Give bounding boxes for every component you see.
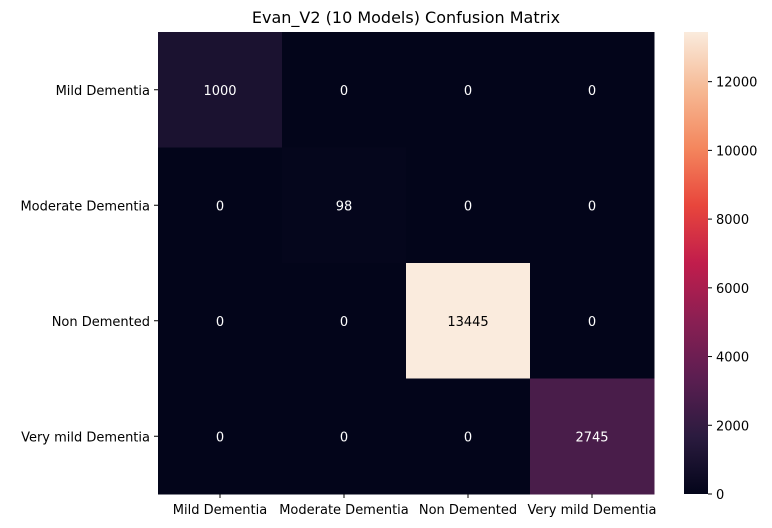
heatmap-cell bbox=[158, 32, 283, 148]
cell-value-label: 1000 bbox=[203, 84, 236, 99]
heatmap-cell bbox=[282, 32, 407, 148]
x-tick-label: Moderate Dementia bbox=[279, 503, 409, 518]
colorbar-tick-label: 2000 bbox=[716, 419, 749, 434]
heatmap-cells bbox=[158, 32, 655, 495]
cell-value-label: 0 bbox=[340, 84, 348, 99]
colorbar bbox=[684, 32, 708, 494]
x-axis-ticks: Mild Dementia Moderate Dementia Non Dement… bbox=[173, 494, 657, 518]
heatmap-cell bbox=[158, 263, 283, 379]
y-tick-label: Mild Dementia bbox=[56, 84, 150, 99]
y-axis-ticks: Mild Dementia Moderate Dementia Non Dement… bbox=[20, 84, 158, 445]
cell-value-label: 98 bbox=[336, 199, 353, 214]
cell-value-label: 0 bbox=[340, 430, 348, 445]
cell-value-label: 0 bbox=[340, 315, 348, 330]
heatmap-cell bbox=[530, 147, 655, 264]
chart-title: Evan_V2 (10 Models) Confusion Matrix bbox=[252, 8, 560, 28]
colorbar-tick-label: 0 bbox=[716, 488, 724, 503]
x-tick-label: Non Demented bbox=[419, 503, 517, 518]
cell-value-label: 0 bbox=[588, 84, 596, 99]
heatmap-cell bbox=[406, 32, 531, 148]
cell-value-label: 2745 bbox=[575, 430, 608, 445]
cell-value-label: 0 bbox=[464, 84, 472, 99]
cell-value-label: 0 bbox=[216, 199, 224, 214]
cell-value-label: 0 bbox=[588, 199, 596, 214]
colorbar-tick-label: 6000 bbox=[716, 282, 749, 297]
cell-value-label: 0 bbox=[588, 315, 596, 330]
y-tick-label: Moderate Dementia bbox=[20, 199, 150, 214]
y-tick-label: Very mild Dementia bbox=[21, 430, 150, 445]
heatmap-cell-labels: 1000 0 0 0 0 98 0 0 0 0 13445 0 0 0 0 2745 bbox=[203, 84, 608, 446]
cell-value-label: 0 bbox=[216, 315, 224, 330]
heatmap-cell bbox=[158, 378, 283, 495]
colorbar-tick-label: 4000 bbox=[716, 351, 749, 366]
x-tick-label: Very mild Dementia bbox=[528, 503, 657, 518]
heatmap-cell bbox=[406, 147, 531, 264]
heatmap-cell bbox=[282, 263, 407, 379]
y-tick-label: Non Demented bbox=[52, 315, 150, 330]
heatmap-cell bbox=[530, 263, 655, 379]
heatmap-cell bbox=[530, 32, 655, 148]
cell-value-label: 0 bbox=[216, 430, 224, 445]
cell-value-label: 13445 bbox=[447, 315, 488, 330]
heatmap-cell bbox=[158, 147, 283, 264]
colorbar-tick-label: 8000 bbox=[716, 213, 749, 228]
cell-value-label: 0 bbox=[464, 199, 472, 214]
colorbar-ticks: 0 2000 4000 6000 8000 10000 12000 bbox=[708, 76, 757, 503]
heatmap-cell bbox=[406, 378, 531, 495]
cell-value-label: 0 bbox=[464, 430, 472, 445]
heatmap-cell bbox=[530, 378, 655, 495]
heatmap-cell bbox=[406, 263, 531, 379]
heatmap-cell bbox=[282, 378, 407, 495]
x-tick-label: Mild Dementia bbox=[173, 503, 267, 518]
heatmap-cell bbox=[282, 147, 407, 264]
colorbar-tick-label: 12000 bbox=[716, 76, 757, 91]
colorbar-tick-label: 10000 bbox=[716, 144, 757, 159]
